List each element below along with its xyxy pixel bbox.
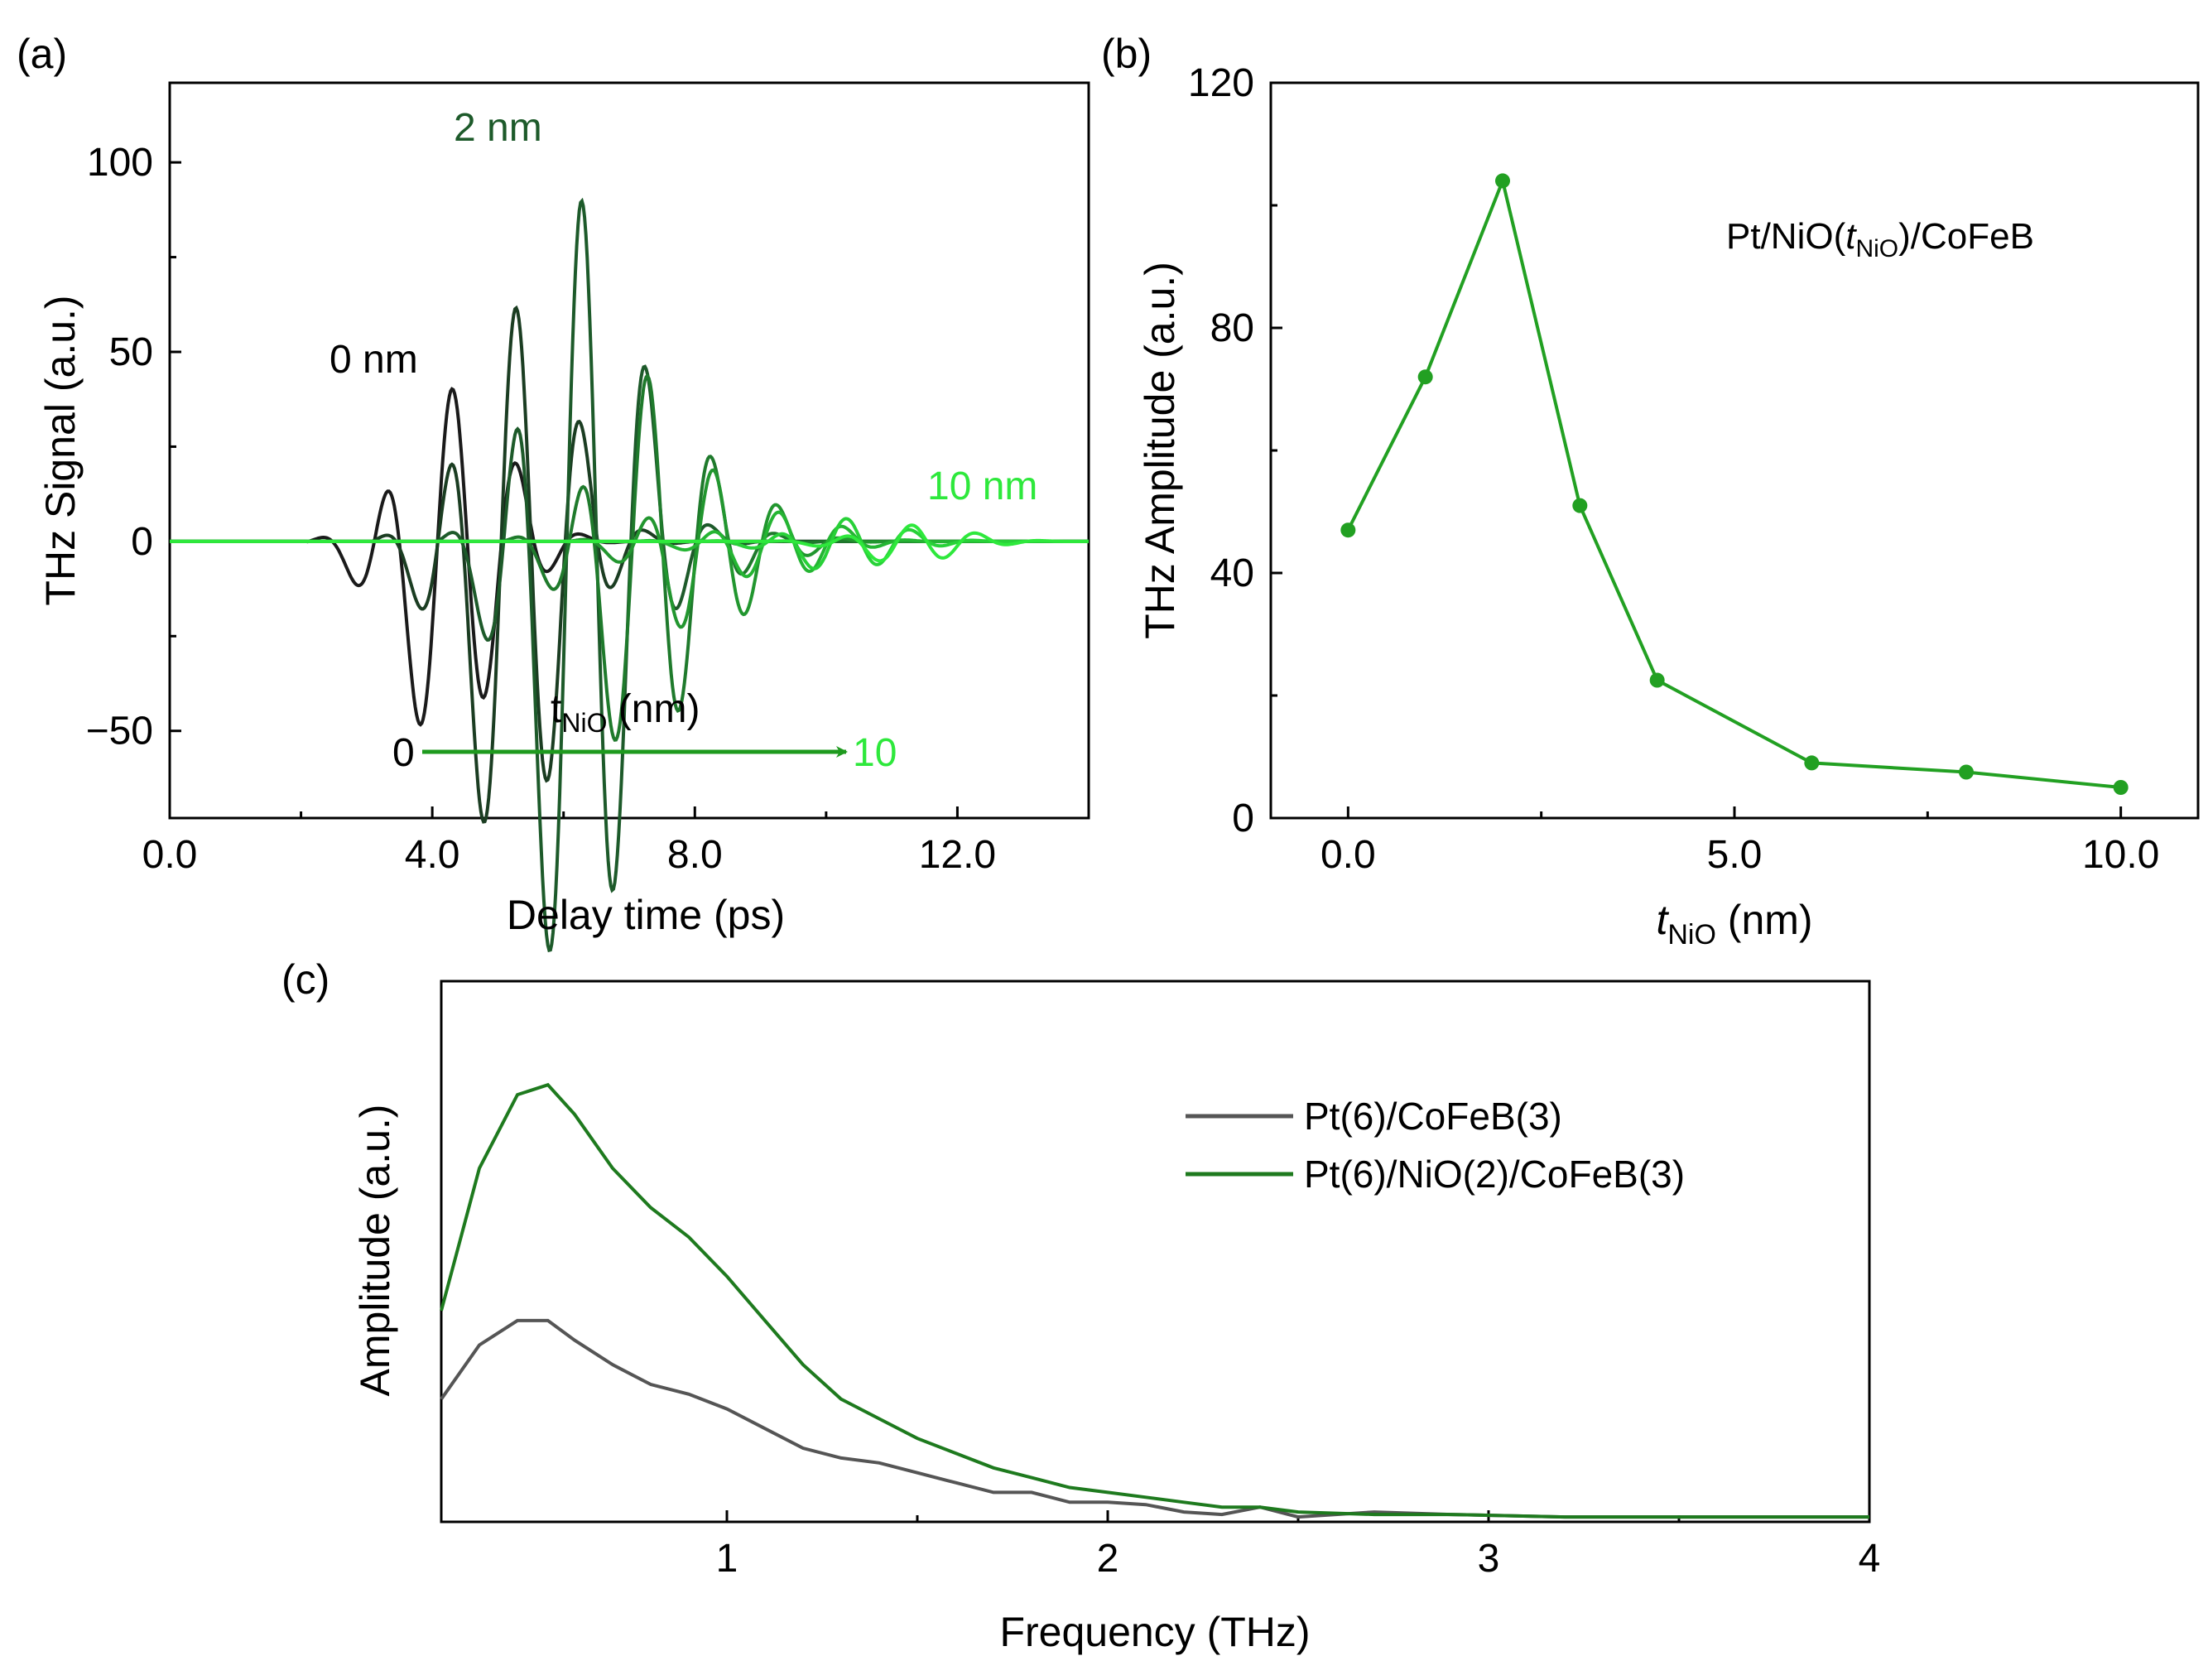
panel-a-frame — [168, 81, 1090, 820]
panel-b-series — [1340, 173, 2129, 795]
a-ytick-label: 50 — [109, 330, 153, 374]
panel-a-series — [170, 197, 1089, 953]
panel-a-ylabel: THz Signal (a.u.) — [37, 295, 84, 605]
b-ytick-label: 0 — [1232, 797, 1254, 840]
a-ytick-label: 0 — [131, 520, 153, 564]
panel-label-b: (b) — [1101, 31, 1152, 77]
panel-b-ylabel: THz Amplitude (a.u.) — [1137, 262, 1183, 639]
panel-b-xlabel-t: t — [1656, 897, 1669, 943]
panel-c-series — [440, 1082, 1869, 1519]
panel-b-legend-prefix: Pt/NiO( — [1726, 216, 1846, 257]
c-xtick-label: 2 — [1097, 1537, 1119, 1581]
panel-c-ticks: 1 2 3 4 — [716, 1510, 1881, 1581]
panel-c-xlabel: Frequency (THz) — [999, 1609, 1310, 1655]
panel-b-legend-suffix: )/CoFeB — [1898, 216, 2034, 257]
b-data-point — [1495, 173, 1510, 189]
b-data-point — [2113, 780, 2129, 795]
arrow-title: tNiO (nm) — [551, 687, 700, 738]
legend-label-pt-cofeb: Pt(6)/CoFeB(3) — [1304, 1095, 1562, 1138]
panel-c: 1 2 3 4 Frequency (THz) Amplitude (a.u.) Pt… — [352, 980, 1881, 1655]
panel-b-legend-t: t — [1845, 216, 1857, 257]
arrow-start-label: 0 — [392, 731, 415, 775]
b-data-point — [1572, 498, 1588, 513]
c-xtick-label: 1 — [716, 1537, 738, 1581]
panel-b-xlabel: tNiO (nm) — [1656, 897, 1812, 951]
label-2nm: 2 nm — [454, 106, 542, 150]
b-xtick-label: 0.0 — [1320, 833, 1376, 877]
a-xtick-label: 8.0 — [667, 833, 723, 877]
a-ytick-label: 100 — [87, 141, 153, 185]
a-xtick-label: 4.0 — [405, 833, 460, 877]
c-series-line — [440, 1318, 1869, 1519]
panel-b-ticks: 0.0 5.0 10.0 0 40 80 120 — [1188, 61, 2159, 877]
a-xtick-label: 12.0 — [919, 833, 996, 877]
panel-a-xlabel: Delay time (ps) — [507, 892, 785, 938]
label-0nm: 0 nm — [330, 338, 418, 382]
panel-c-ylabel: Amplitude (a.u.) — [352, 1105, 398, 1397]
b-xtick-label: 10.0 — [2082, 833, 2159, 877]
panel-b-legend-sub: NiO — [1855, 235, 1898, 262]
panel-label-a: (a) — [17, 31, 67, 77]
panel-b-xlabel-unit: (nm) — [1716, 897, 1813, 943]
c-xtick-label: 3 — [1478, 1537, 1500, 1581]
b-xtick-label: 5.0 — [1707, 833, 1763, 877]
panel-label-c: (c) — [281, 956, 330, 1003]
b-data-point — [1804, 755, 1820, 771]
legend-label-pt-nio-cofeb: Pt(6)/NiO(2)/CoFeB(3) — [1304, 1153, 1685, 1196]
panel-b-frame — [1269, 81, 2200, 820]
arrow-title-sub: NiO — [561, 708, 607, 738]
b-ytick-label: 120 — [1188, 61, 1254, 105]
b-data-point — [1959, 764, 1974, 780]
arrow-title-t: t — [551, 687, 561, 731]
a-series-line — [170, 523, 1089, 563]
arrow-title-unit: (nm) — [607, 687, 700, 731]
label-10nm: 10 nm — [927, 465, 1037, 508]
b-data-point — [1649, 672, 1665, 688]
b-data-point — [1340, 522, 1356, 538]
panel-b-legend: Pt/NiO(tNiO)/CoFeB — [1726, 216, 2034, 262]
panel-c-frame — [440, 980, 1871, 1524]
panel-b-xlabel-sub: NiO — [1667, 919, 1716, 951]
c-series-line — [440, 1082, 1869, 1519]
a-ytick-label: −50 — [86, 710, 153, 753]
a-xtick-label: 0.0 — [142, 833, 198, 877]
b-data-point — [1417, 369, 1433, 385]
b-series-line — [1346, 175, 2121, 789]
arrow-end-label: 10 — [853, 731, 897, 775]
c-xtick-label: 4 — [1859, 1537, 1881, 1581]
b-ytick-label: 40 — [1210, 551, 1254, 595]
b-ytick-label: 80 — [1210, 306, 1254, 350]
